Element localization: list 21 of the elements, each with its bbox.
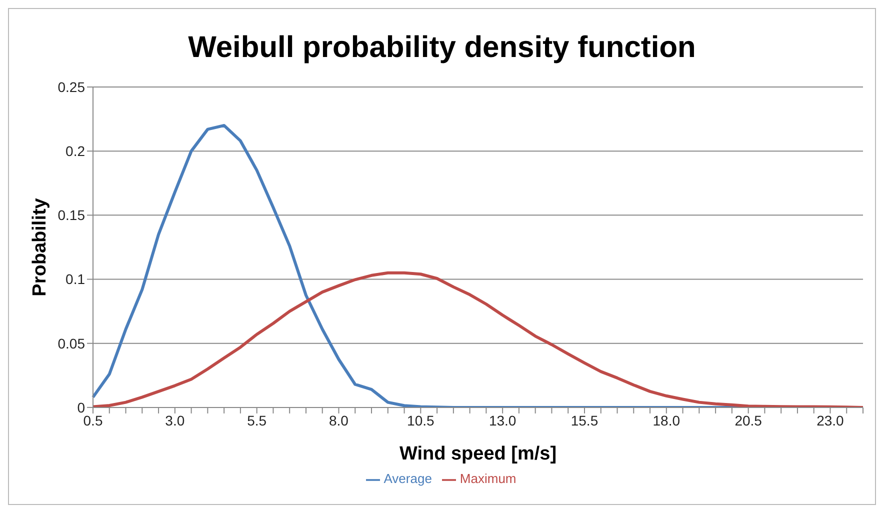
x-tick-label: 3.0 <box>165 412 185 428</box>
x-axis-title: Wind speed [m/s] <box>399 443 557 464</box>
y-tick-label: 0.25 <box>58 78 86 95</box>
x-tick-label: 20.5 <box>734 412 762 428</box>
y-axis-title: Probability <box>30 198 51 296</box>
chart-title: Weibull probability density function <box>187 30 697 66</box>
y-tick-label: 0.15 <box>58 207 86 224</box>
x-tick-label: 13.0 <box>488 412 516 428</box>
legend-label: Average <box>384 471 432 486</box>
x-tick-label: 0.5 <box>83 412 103 428</box>
y-tick-label: 0 <box>77 399 86 416</box>
y-tick-label: 0.1 <box>66 271 86 288</box>
x-tick-label: 15.5 <box>570 412 598 428</box>
y-tick-label: 0.2 <box>66 143 86 160</box>
x-tick-label: 8.0 <box>329 412 349 428</box>
x-tick-label: 5.5 <box>247 412 267 428</box>
y-tick-label: 0.05 <box>58 335 86 352</box>
x-tick-label: 18.0 <box>652 412 680 428</box>
x-tick-label: 10.5 <box>407 412 434 428</box>
legend-label: Maximum <box>460 471 516 486</box>
x-tick-label: 23.0 <box>816 412 844 428</box>
